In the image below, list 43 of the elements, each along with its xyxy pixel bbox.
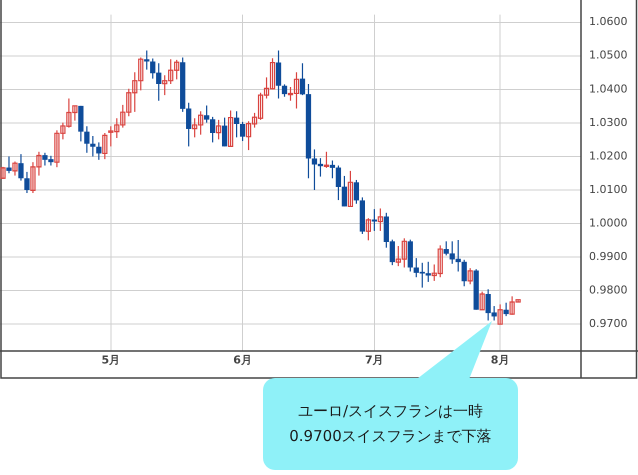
candlestick — [84, 126, 90, 154]
y-tick-label: 0.9800 — [589, 283, 628, 296]
candlestick — [324, 151, 330, 168]
candlestick — [276, 50, 282, 100]
y-tick-label: 1.0200 — [589, 149, 628, 162]
candlestick — [468, 268, 473, 285]
candlestick — [96, 142, 102, 160]
candlestick — [18, 154, 24, 182]
candlestick — [480, 291, 485, 310]
y-tick-label: 1.0000 — [589, 216, 628, 230]
candlestick — [6, 156, 12, 174]
y-tick-label: 1.0300 — [589, 116, 628, 129]
candlestick — [144, 50, 150, 70]
x-tick-label: 7月 — [365, 353, 384, 366]
x-tick-label: 8月 — [490, 353, 510, 366]
candlestick — [216, 119, 222, 140]
candlestick — [102, 132, 108, 160]
candlestick — [462, 259, 467, 287]
candlestick — [240, 121, 246, 142]
candlestick — [90, 135, 96, 158]
candlestick — [366, 218, 372, 241]
candlestick — [372, 208, 377, 232]
candlestick — [0, 166, 6, 180]
candlestick — [348, 170, 354, 208]
candlestick — [503, 302, 509, 317]
y-tick-label: 1.0600 — [589, 15, 628, 28]
y-tick-label: 1.0100 — [589, 182, 628, 196]
candlestick — [234, 110, 240, 138]
candlestick — [12, 160, 18, 176]
x-tick-label: 5月 — [101, 353, 120, 366]
candlestick — [228, 110, 234, 148]
candlestick — [378, 208, 383, 232]
y-tick-label: 0.9700 — [589, 317, 628, 330]
candlestick — [498, 304, 503, 325]
candlestick — [444, 240, 449, 256]
y-tick-label: 1.0500 — [589, 48, 628, 62]
candlestick — [24, 171, 30, 194]
candlestick — [354, 179, 360, 204]
y-tick-label: 1.0400 — [589, 82, 628, 96]
y-tick-label: 0.9900 — [589, 250, 628, 263]
candlestick — [282, 84, 288, 98]
candlestick — [222, 116, 228, 148]
x-tick-label: 6月 — [233, 353, 252, 366]
